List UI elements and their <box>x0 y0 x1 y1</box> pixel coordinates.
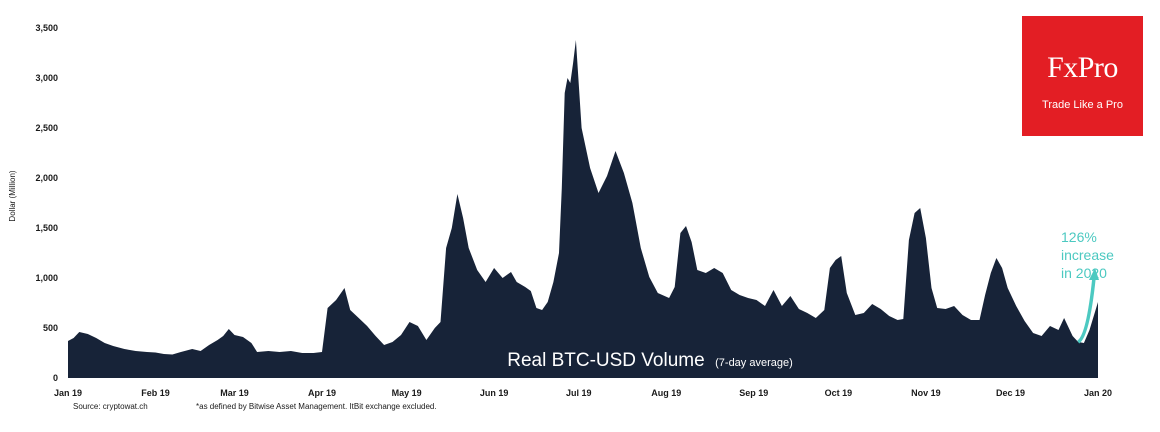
logo-tagline: Trade Like a Pro <box>1042 99 1123 111</box>
x-tick-label: Jan 20 <box>1084 388 1112 398</box>
y-tick-label: 1,000 <box>35 273 58 283</box>
x-tick-label: Oct 19 <box>825 388 853 398</box>
annotation-line-3: in 2020 <box>1061 265 1107 281</box>
x-tick-label: Feb 19 <box>141 388 170 398</box>
annotation-line-2: increase <box>1061 247 1114 263</box>
footnote: *as defined by Bitwise Asset Management.… <box>196 402 437 411</box>
x-tick-label: Jun 19 <box>480 388 509 398</box>
x-tick-label: Sep 19 <box>739 388 768 398</box>
y-tick-label: 2,500 <box>35 123 58 133</box>
increase-arrowhead <box>1089 268 1099 280</box>
logo-wordmark: FxPro <box>1047 51 1118 84</box>
volume-area <box>68 40 1098 378</box>
x-axis-ticks: Jan 19 Feb 19 Mar 19 Apr 19 May 19 Jun 19 Jul … <box>54 388 1112 398</box>
chart-subtitle: (7-day average) <box>715 357 793 369</box>
y-axis-label: Dollar (Million) <box>8 170 17 221</box>
y-tick-label: 3,500 <box>35 23 58 33</box>
increase-arrow <box>1077 277 1096 344</box>
x-tick-label: Jul 19 <box>566 388 592 398</box>
y-tick-label: 1,500 <box>35 223 58 233</box>
x-tick-label: Aug 19 <box>651 388 681 398</box>
chart-title-group: Real BTC-USD Volume (7-day average) <box>507 350 793 371</box>
x-tick-label: May 19 <box>392 388 422 398</box>
chart-title: Real BTC-USD Volume <box>507 350 704 371</box>
x-tick-label: Mar 19 <box>220 388 249 398</box>
x-tick-label: Jan 19 <box>54 388 82 398</box>
source-note: Source: cryptowat.ch <box>73 402 148 411</box>
y-tick-label: 3,000 <box>35 73 58 83</box>
y-axis-ticks: 0 500 1,000 1,500 2,000 2,500 3,000 3,500 <box>35 23 58 383</box>
annotation-line-1: 126% <box>1061 229 1097 245</box>
fxpro-logo: FxPro Trade Like a Pro <box>1022 16 1143 136</box>
x-tick-label: Nov 19 <box>911 388 941 398</box>
y-tick-label: 2,000 <box>35 173 58 183</box>
x-tick-label: Apr 19 <box>308 388 336 398</box>
x-tick-label: Dec 19 <box>996 388 1025 398</box>
y-tick-label: 500 <box>43 323 58 333</box>
increase-annotation: 126% increase in 2020 <box>1061 228 1114 282</box>
y-tick-label: 0 <box>53 373 58 383</box>
